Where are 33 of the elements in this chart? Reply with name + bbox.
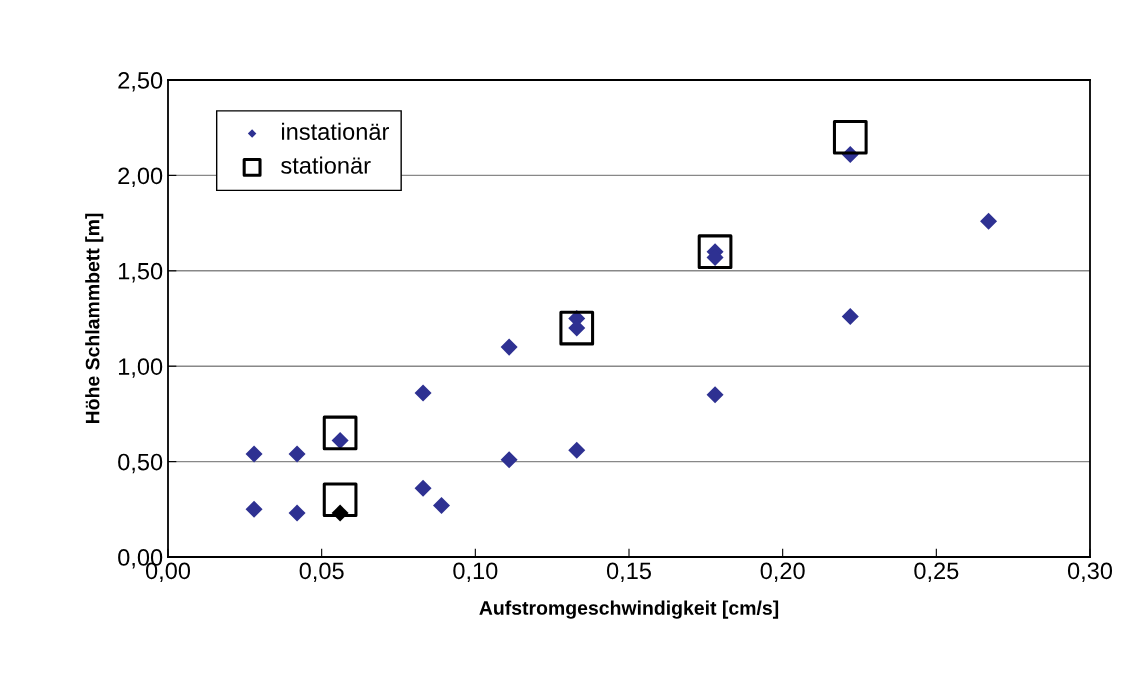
x-tick-label: 0,05 — [299, 562, 344, 582]
point — [322, 415, 358, 451]
point — [697, 234, 733, 270]
point — [841, 308, 859, 326]
y-tick-label: 2,50 — [118, 72, 163, 92]
x-tick-label: 0,30 — [1067, 562, 1113, 582]
point — [414, 384, 432, 402]
point — [559, 310, 595, 346]
y-tick-label: 1,00 — [118, 358, 163, 378]
point — [500, 338, 518, 356]
point — [706, 386, 724, 404]
y-tick-label: 0,50 — [118, 453, 163, 474]
point — [288, 504, 306, 522]
point — [980, 212, 998, 230]
x-tick-label: 0,10 — [453, 562, 498, 582]
point — [245, 445, 263, 463]
point — [832, 119, 868, 155]
point — [288, 445, 306, 463]
point — [568, 441, 586, 459]
x-tick-label: 0,15 — [606, 562, 651, 582]
y-tick-label: 2,00 — [118, 167, 163, 187]
x-tick-label: 0,25 — [914, 562, 959, 582]
y-axis-title: Höhe Schlammbett [m] — [85, 213, 104, 424]
x-tick-label: 0,20 — [760, 562, 805, 582]
point — [322, 482, 358, 518]
point — [414, 479, 432, 497]
point — [433, 496, 451, 514]
legend-label: instationär — [282, 122, 389, 141]
point — [245, 500, 263, 518]
x-axis-title: Aufstromgeschwindigkeit [cm/s] — [479, 600, 779, 619]
legend-label: stationär — [281, 156, 371, 174]
y-tick-label: 1,50 — [118, 262, 163, 283]
point — [500, 451, 518, 469]
